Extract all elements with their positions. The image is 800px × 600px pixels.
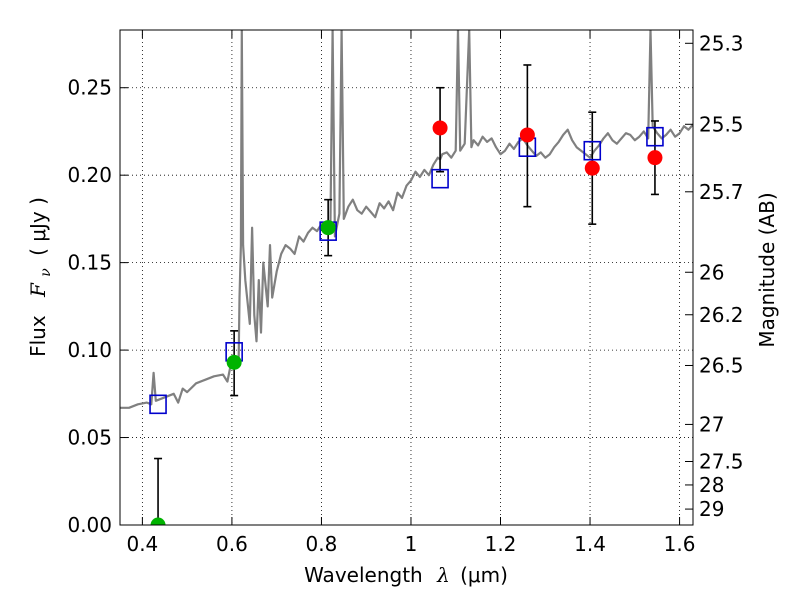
y-tick-label: 0.20 [67,163,112,187]
y-tick-label: 0.10 [67,338,112,362]
spectrum-line [120,30,693,409]
magnitude-axis-title: Magnitude (AB) [755,192,779,347]
y-tick-label: 0.00 [67,513,112,537]
y-axis-title-unit: ( μJy ) [26,197,50,256]
y-axis-title-prefix: Flux [26,315,50,357]
y-axis-title-symbol: F [26,282,50,298]
y-tick-label: 0.25 [67,76,112,100]
magnitude-tick-label: 25.3 [699,31,744,55]
marker-layer [149,120,664,525]
magnitude-tick-label: 26 [699,260,724,284]
y-axis-title: Flux F ν ( μJy ) [26,197,55,357]
magnitude-tick-label: 25.7 [699,180,744,204]
x-axis-title-prefix: Wavelength [304,563,423,587]
y-tick-label: 0.15 [67,251,112,275]
magnitude-tick-label: 25.5 [699,112,744,136]
observed-point-circle [584,160,600,176]
model-point-square [431,168,449,189]
x-tick-label: 0.4 [126,532,158,556]
x-tick-label: 0.8 [306,532,338,556]
x-axis-title-unit: (μm) [460,563,508,587]
x-tick-label: 1.6 [664,532,696,556]
magnitude-tick-label: 29 [699,497,724,521]
x-tick-label: 1 [405,532,418,556]
x-tick-label: 1.2 [485,532,517,556]
x-axis: 0.4 0.6 0.8 1 1.2 1.4 1.6 [126,30,695,556]
grid [120,30,693,526]
observed-point-circle [519,127,535,143]
observed-point-circle [320,220,336,236]
x-axis-title: Wavelength λ (μm) [304,563,508,587]
model-point-square [149,394,167,415]
magnitude-tick-label: 27 [699,412,724,436]
model-point-square [646,126,664,147]
magnitude-tick-label: 26.2 [699,303,744,327]
observed-point-circle [432,120,448,136]
y-axis: 0.00 0.05 0.10 0.15 0.20 0.25 [67,76,128,537]
magnitude-tick-label: 26.5 [699,353,744,377]
model-point-square [583,140,602,161]
y-tick-label: 0.05 [67,426,112,450]
x-tick-label: 1.4 [574,532,606,556]
x-axis-title-symbol: λ [436,563,450,587]
y-axis-title-subscript: ν [38,268,54,277]
magnitude-tick-label: 28 [699,473,724,497]
plot-frame [119,29,694,526]
observed-point-circle [150,517,166,525]
spectrum-layer [120,30,693,409]
plot-background [120,30,693,525]
magnitude-tick-label: 27.5 [699,450,744,474]
x-tick-label: 0.6 [216,532,248,556]
observed-point-circle [226,354,242,370]
observed-point-circle [647,150,663,166]
